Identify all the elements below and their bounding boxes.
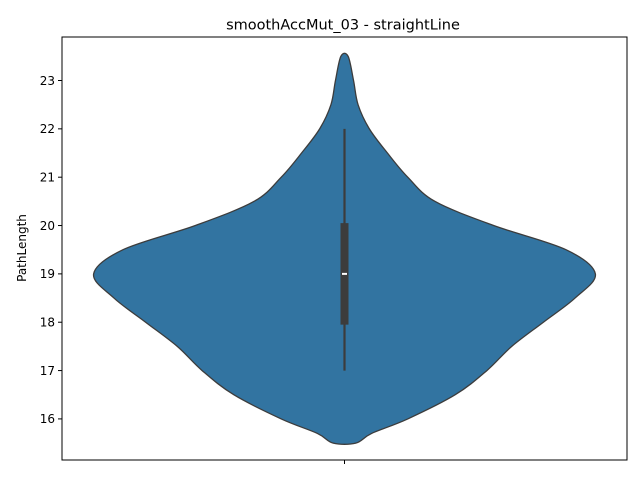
plot-frame	[61, 36, 628, 461]
y-tick-label: 18	[40, 316, 55, 330]
y-tick-label: 17	[40, 364, 55, 378]
y-axis-ticks: 16 17 18 19 20 21 22 23	[40, 74, 62, 426]
y-tick-label: 22	[40, 122, 55, 136]
y-tick-label: 20	[40, 219, 55, 233]
plot-area	[92, 52, 597, 445]
y-tick-label: 23	[40, 74, 55, 88]
y-tick-label: 21	[40, 170, 55, 184]
chart-title: smoothAccMut_03 - straightLine	[226, 18, 460, 34]
y-axis-title: PathLength	[15, 214, 29, 282]
y-tick-label: 19	[40, 267, 55, 281]
y-tick-label: 16	[40, 412, 55, 426]
